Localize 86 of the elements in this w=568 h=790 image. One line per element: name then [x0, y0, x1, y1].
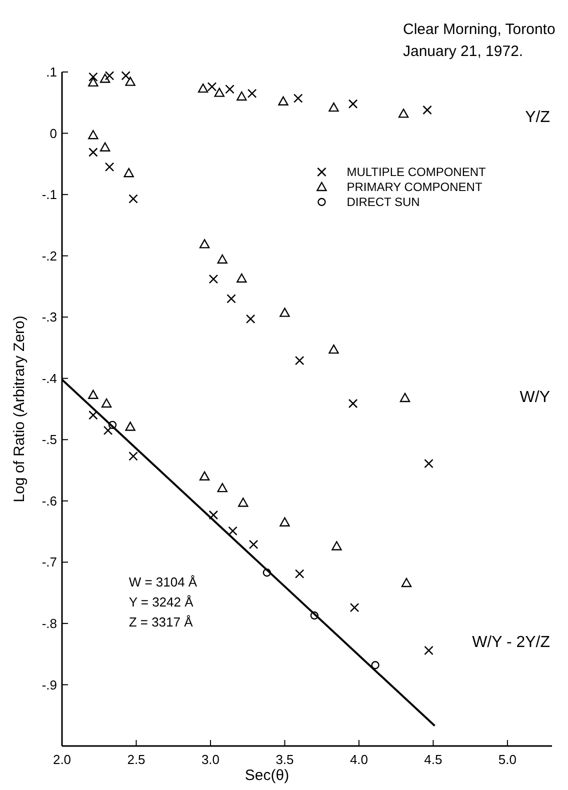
point — [88, 72, 98, 82]
point — [100, 142, 110, 152]
point — [198, 83, 208, 93]
y-tick-label: -.4 — [42, 370, 57, 386]
annotation: W = 3104 Å — [128, 574, 198, 590]
point — [236, 91, 247, 101]
point — [422, 105, 432, 115]
legend-label: MULTIPLE COMPONENT — [346, 165, 486, 180]
point — [214, 88, 224, 97]
point — [225, 84, 234, 94]
y-tick-label: -.2 — [42, 248, 57, 264]
y-tick-label: .1 — [46, 64, 57, 80]
y-tick-label: -.8 — [42, 616, 57, 632]
point — [294, 569, 304, 578]
x-tick-label: 4.5 — [424, 752, 442, 767]
point — [124, 168, 134, 178]
annotation: W/Y - 2Y/Z — [472, 634, 550, 651]
point — [128, 452, 138, 461]
x-axis-title: Sec(θ) — [244, 767, 290, 784]
y-tick-label: 0 — [50, 126, 57, 141]
y-tick-label: -.7 — [42, 554, 57, 570]
point — [88, 77, 98, 87]
point — [246, 314, 256, 324]
point — [121, 71, 130, 80]
legend-label: PRIMARY COMPONENT — [346, 180, 483, 194]
y-tick-label: -.6 — [42, 493, 57, 508]
point — [104, 162, 114, 172]
point — [332, 541, 342, 550]
point — [207, 82, 217, 92]
point — [217, 254, 228, 264]
x-tick-label: 2.0 — [52, 752, 72, 767]
point — [88, 410, 98, 420]
y-axis-title: Log of Ratio (Arbitrary Zero) — [11, 316, 28, 502]
point — [101, 398, 112, 408]
point — [238, 498, 248, 507]
point — [424, 646, 434, 656]
point — [401, 578, 412, 588]
point — [248, 540, 258, 550]
point — [100, 74, 110, 83]
point — [350, 602, 360, 612]
x-tick-label: 4.0 — [350, 752, 368, 767]
x-tick-label: 5.0 — [498, 752, 516, 767]
y-tick-label: -.9 — [42, 677, 57, 692]
annotation: Y = 3242 Å — [128, 594, 194, 610]
x-tick-label: 3.0 — [201, 752, 220, 767]
point — [88, 148, 98, 157]
legend-label: DIRECT SUN — [346, 195, 420, 210]
point — [328, 102, 339, 112]
point — [247, 88, 257, 98]
x-tick-label: 2.5 — [127, 752, 146, 767]
point — [226, 294, 236, 304]
point — [293, 94, 303, 103]
point — [348, 398, 358, 408]
point — [294, 356, 304, 366]
point — [199, 239, 210, 248]
annotation: Y/Z — [525, 109, 550, 126]
point — [125, 76, 136, 86]
point — [104, 71, 114, 80]
point — [88, 130, 98, 140]
point — [328, 344, 339, 354]
annotation: W/Y — [520, 389, 550, 406]
point — [348, 99, 358, 109]
point — [199, 471, 210, 480]
point — [88, 390, 98, 400]
chart-title: Clear Morning, Toronto — [403, 21, 556, 38]
point — [208, 274, 218, 284]
point — [398, 108, 409, 118]
point — [400, 392, 410, 402]
point — [371, 661, 380, 670]
point — [280, 517, 290, 526]
y-tick-label: -.3 — [42, 310, 57, 325]
point — [236, 273, 247, 283]
point — [103, 426, 113, 436]
point — [125, 422, 136, 431]
y-tick-label: -.5 — [42, 432, 57, 448]
point — [208, 510, 218, 520]
chart-subtitle: January 21, 1972. — [403, 43, 524, 60]
y-tick-label: -.1 — [42, 187, 57, 202]
x-tick-label: 3.5 — [276, 752, 294, 767]
annotation: Z = 3317 Å — [128, 614, 194, 630]
point — [228, 526, 238, 536]
point — [278, 96, 288, 106]
point — [217, 482, 228, 492]
point — [128, 194, 138, 204]
point — [424, 458, 434, 468]
point — [280, 308, 290, 317]
